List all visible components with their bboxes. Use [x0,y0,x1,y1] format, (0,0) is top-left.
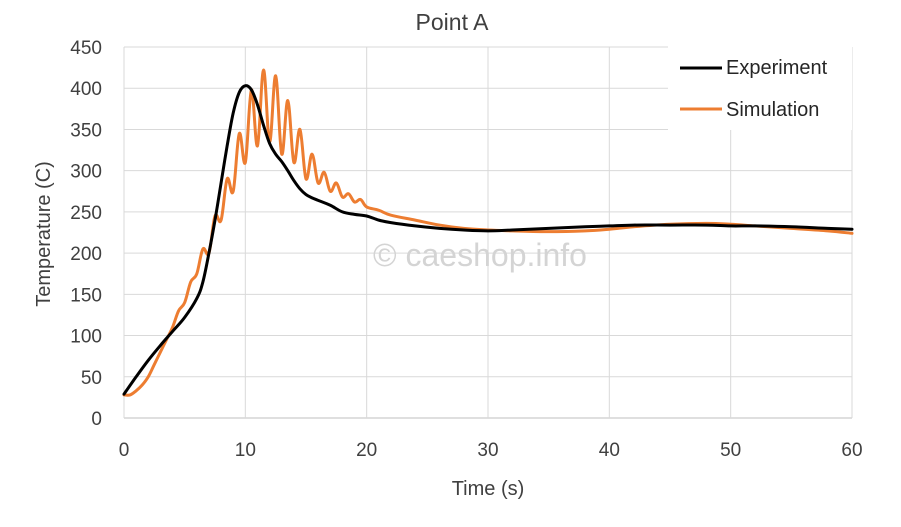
y-axis-title: Temperature (C) [33,161,55,307]
series-line-simulation [122,68,854,397]
x-tick-label: 20 [356,440,377,461]
legend-label-simulation: Simulation [726,99,819,121]
x-axis-title: Time (s) [452,478,525,500]
y-tick-label: 450 [70,38,102,59]
y-tick-label: 200 [70,244,102,265]
y-tick-label: 300 [70,162,102,183]
x-tick-label: 50 [720,440,741,461]
x-tick-label: 10 [235,440,256,461]
watermark-text: © caeshop.info [373,237,587,273]
x-tick-label: 60 [841,440,862,461]
legend-label-experiment: Experiment [726,57,828,79]
y-tick-label: 0 [91,409,102,430]
y-tick-label: 350 [70,120,102,141]
y-tick-label: 150 [70,285,102,306]
legend-background [668,46,852,130]
y-tick-label: 400 [70,79,102,100]
x-tick-label: 40 [599,440,620,461]
x-tick-label: 30 [477,440,498,461]
x-tick-label: 0 [119,440,130,461]
legend: Experiment Simulation [668,46,852,130]
series-line-experiment [122,84,854,396]
gridlines [123,46,853,419]
tick-labels: 0 50 100 150 200 250 300 350 400 450 0 10 20 30 40 50 60 [70,38,862,461]
series-lines [122,68,854,397]
y-tick-label: 100 [70,327,102,348]
y-tick-label: 50 [81,368,102,389]
chart-title: Point A [416,9,490,35]
y-tick-label: 250 [70,203,102,224]
